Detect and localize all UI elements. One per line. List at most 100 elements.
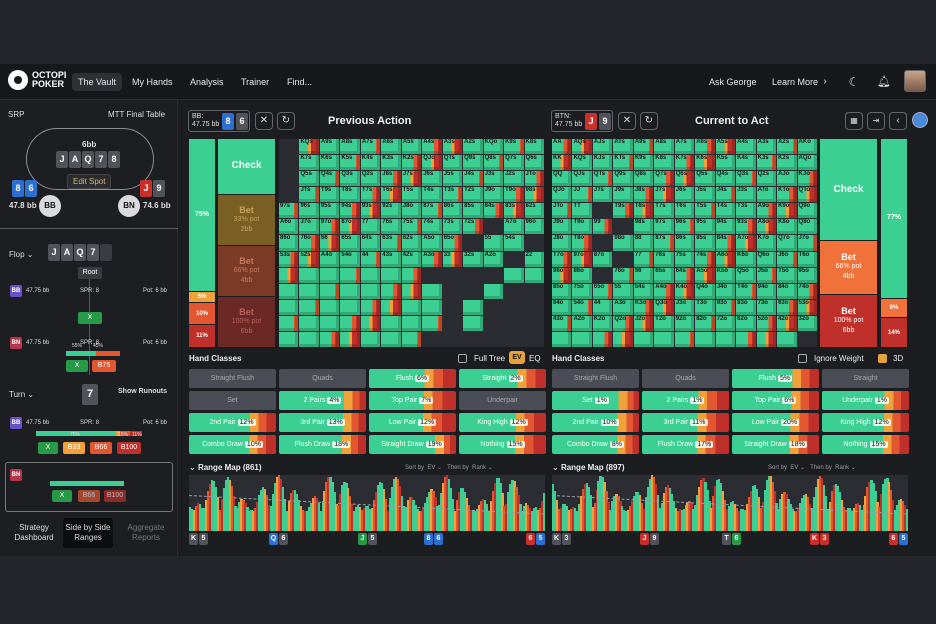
range-cell[interactable]: AA: [552, 139, 572, 155]
range-cell[interactable]: [360, 267, 381, 283]
lp-bet-small-button[interactable]: Bet 33% pot 2bb: [218, 194, 275, 245]
range-cell[interactable]: K9s: [504, 139, 524, 155]
hand-class-king-high[interactable]: King High 12%: [822, 413, 909, 432]
range-cell[interactable]: A2o: [572, 315, 592, 331]
tab-aggregate-reports[interactable]: Aggregate Reports: [127, 523, 165, 542]
range-cell[interactable]: K3s: [756, 155, 777, 171]
range-cell[interactable]: J4s: [715, 187, 736, 203]
range-cell[interactable]: [592, 331, 613, 347]
range-cell[interactable]: [279, 315, 299, 331]
range-cell[interactable]: K2s: [401, 155, 422, 171]
range-cell[interactable]: 86o: [279, 235, 299, 251]
ev-toggle[interactable]: EV: [509, 351, 525, 364]
hand-class-2-pairs[interactable]: 2 Pairs 4%: [279, 391, 366, 410]
range-cell[interactable]: [401, 267, 422, 283]
range-cell[interactable]: 62o: [736, 315, 756, 331]
range-cell[interactable]: 97s: [279, 203, 299, 219]
eq-toggle[interactable]: EQ: [529, 354, 541, 363]
range-cell[interactable]: 88: [633, 235, 654, 251]
range-cell[interactable]: T9s: [613, 203, 633, 219]
bell-icon[interactable]: 🔔︎: [877, 76, 891, 88]
range-cell[interactable]: K5o: [715, 267, 736, 283]
turn-card[interactable]: 7: [82, 384, 98, 405]
range-cell[interactable]: 76o: [613, 267, 633, 283]
node4-check[interactable]: X: [52, 490, 72, 502]
hand-class-set[interactable]: Set: [189, 391, 276, 410]
learn-more-link[interactable]: Learn More: [772, 77, 819, 87]
range-cell[interactable]: Q2o: [613, 315, 633, 331]
range-cell[interactable]: 53s: [279, 251, 299, 267]
range-cell[interactable]: K6s: [695, 155, 715, 171]
range-cell[interactable]: [340, 299, 360, 315]
range-cell[interactable]: 73s: [442, 219, 463, 235]
selected-node-box[interactable]: [5, 462, 173, 512]
range-cell[interactable]: KQs: [299, 139, 319, 155]
range-cell[interactable]: 72o: [715, 315, 736, 331]
range-cell[interactable]: 98s: [633, 219, 654, 235]
range-cell[interactable]: JJ: [572, 187, 592, 203]
range-cell[interactable]: TT: [572, 203, 592, 219]
refresh-icon[interactable]: ↻: [277, 112, 295, 130]
range-cell[interactable]: T8o: [572, 235, 592, 251]
range-cell[interactable]: J7o: [797, 235, 817, 251]
range-cell[interactable]: 77: [633, 251, 654, 267]
range-cell[interactable]: Q9s: [463, 155, 483, 171]
rp-sort-by-select[interactable]: EV: [790, 465, 799, 471]
range-cell[interactable]: [340, 315, 360, 331]
range-cell[interactable]: 63s: [381, 235, 401, 251]
range-cell[interactable]: A6o: [715, 251, 736, 267]
range-cell[interactable]: 98o: [613, 235, 633, 251]
range-cell[interactable]: 65s: [654, 267, 674, 283]
hand-class-low-pair[interactable]: Low Pair 12%: [369, 413, 456, 432]
range-cell[interactable]: T5s: [401, 187, 422, 203]
range-cell[interactable]: A3o: [613, 299, 633, 315]
lp-sort-by-select[interactable]: EV: [427, 465, 436, 471]
rp-then-by-select[interactable]: Rank: [835, 465, 850, 471]
hand-class-set[interactable]: Set 1%: [552, 391, 639, 410]
close-icon[interactable]: ✕: [618, 112, 636, 130]
range-cell[interactable]: K2s: [777, 155, 797, 171]
hand-class-3rd-pair[interactable]: 3rd Pair 11%: [642, 413, 729, 432]
range-cell[interactable]: A2s: [777, 139, 797, 155]
user-avatar-small[interactable]: [912, 112, 928, 128]
range-cell[interactable]: 83o: [736, 299, 756, 315]
range-cell[interactable]: KQo: [483, 139, 504, 155]
range-cell[interactable]: AKo: [797, 139, 817, 155]
range-cell[interactable]: J8s: [633, 187, 654, 203]
range-cell[interactable]: 94s: [715, 219, 736, 235]
range-cell[interactable]: 63o: [777, 299, 797, 315]
range-cell[interactable]: 97s: [654, 219, 674, 235]
range-cell[interactable]: J3s: [483, 171, 504, 187]
range-cell[interactable]: T9s: [319, 187, 340, 203]
range-cell[interactable]: [633, 331, 654, 347]
range-cell[interactable]: T4s: [715, 203, 736, 219]
range-cell[interactable]: T9o: [572, 219, 592, 235]
range-cell[interactable]: 76s: [654, 251, 674, 267]
range-cell[interactable]: 55: [483, 235, 504, 251]
range-cell[interactable]: 53o: [797, 299, 817, 315]
range-cell[interactable]: Q5s: [299, 171, 319, 187]
range-cell[interactable]: ATo: [756, 187, 777, 203]
range-cell[interactable]: [299, 299, 319, 315]
range-cell[interactable]: QJo: [552, 187, 572, 203]
range-cell[interactable]: 72s: [463, 219, 483, 235]
node3-check[interactable]: X: [38, 442, 58, 454]
range-cell[interactable]: J2s: [504, 171, 524, 187]
range-cell[interactable]: [777, 331, 797, 347]
range-cell[interactable]: [401, 299, 422, 315]
export-icon[interactable]: ⇥: [867, 112, 885, 130]
range-cell[interactable]: Q5o: [736, 267, 756, 283]
range-cell[interactable]: [674, 331, 695, 347]
range-cell[interactable]: JTs: [592, 187, 613, 203]
range-cell[interactable]: 93s: [736, 219, 756, 235]
range-cell[interactable]: QTs: [592, 171, 613, 187]
range-cell[interactable]: 75s: [674, 251, 695, 267]
range-cell[interactable]: K8s: [524, 139, 544, 155]
range-cell[interactable]: 42o: [777, 315, 797, 331]
range-cell[interactable]: AQs: [572, 139, 592, 155]
range-cell[interactable]: 85s: [695, 235, 715, 251]
range-cell[interactable]: A6o: [279, 219, 299, 235]
range-cell[interactable]: 99: [592, 219, 613, 235]
range-cell[interactable]: A8s: [340, 139, 360, 155]
rp-check-button[interactable]: Check: [820, 139, 877, 241]
